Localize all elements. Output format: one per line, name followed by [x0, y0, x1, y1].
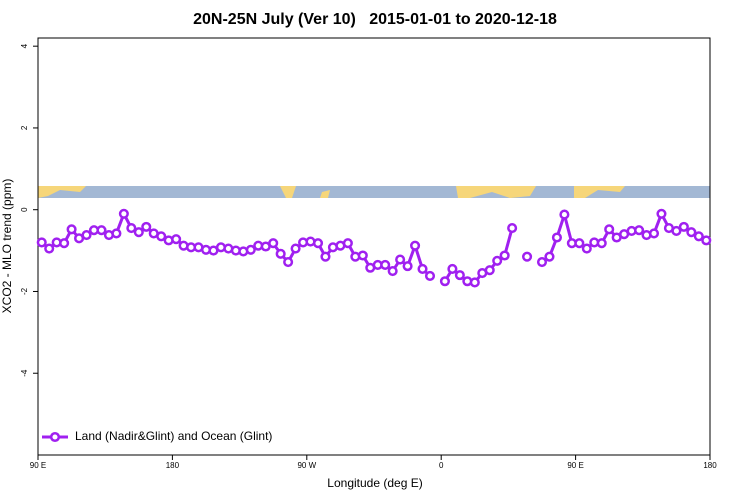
- data-point: [59, 238, 70, 249]
- y-axis-label: XCO2 - MLO trend (ppm): [0, 179, 14, 314]
- legend-marker: [49, 431, 61, 443]
- x-tick-label: 180: [703, 461, 717, 470]
- x-tick-label: 0: [439, 461, 444, 470]
- data-point: [454, 270, 465, 281]
- data-point: [499, 250, 510, 261]
- data-point: [283, 256, 294, 268]
- data-point: [410, 240, 421, 251]
- data-point: [686, 227, 697, 238]
- data-point: [118, 208, 129, 219]
- data-point: [439, 276, 450, 287]
- data-point: [320, 251, 331, 262]
- data-point: [380, 259, 391, 270]
- data-point: [290, 243, 301, 254]
- data-point: [387, 265, 398, 277]
- data-point: [44, 243, 55, 254]
- data-point: [156, 231, 167, 242]
- data-point: [126, 223, 137, 234]
- data-point: [357, 250, 368, 261]
- y-tick-label: -4: [20, 369, 29, 377]
- data-point: [581, 243, 592, 254]
- data-point: [656, 208, 667, 219]
- y-tick-label: 0: [20, 207, 29, 212]
- data-point: [671, 225, 682, 237]
- data-point: [402, 261, 413, 272]
- data-point: [424, 270, 436, 281]
- data-point: [596, 238, 607, 249]
- x-tick-label: 90 E: [30, 461, 46, 470]
- data-point: [469, 277, 480, 288]
- data-point: [395, 254, 406, 265]
- x-tick-label: 90 W: [297, 461, 316, 470]
- data-point: [447, 263, 458, 275]
- data-point: [171, 234, 182, 245]
- data-point: [312, 238, 324, 249]
- data-point: [81, 230, 92, 241]
- data-point: [111, 228, 122, 239]
- data-point: [574, 238, 585, 249]
- data-point: [536, 256, 548, 268]
- data-point: [634, 225, 645, 236]
- chart-title: 20N-25N July (Ver 10) 2015-01-01 to 2020…: [193, 11, 557, 28]
- legend-label: Land (Nadir&Glint) and Ocean (Glint): [75, 429, 272, 443]
- data-point: [604, 224, 615, 235]
- data-point: [701, 235, 712, 246]
- x-axis-label: Longitude (deg E): [327, 476, 422, 490]
- data-point: [522, 251, 533, 262]
- data-point: [342, 238, 353, 249]
- data-point: [141, 221, 152, 232]
- map-strip: [38, 186, 710, 198]
- x-tick-label: 180: [166, 461, 180, 470]
- data-point: [245, 244, 256, 255]
- data-point: [648, 228, 660, 239]
- data-point: [96, 225, 107, 236]
- data-point: [693, 231, 704, 242]
- data-point: [133, 227, 144, 238]
- y-tick-label: 4: [20, 43, 29, 48]
- data-point: [559, 209, 570, 220]
- data-point: [36, 237, 47, 248]
- data-point: [275, 248, 286, 259]
- plot-frame: [37, 37, 711, 456]
- data-point: [484, 265, 495, 276]
- data-point: [268, 238, 279, 249]
- y-tick-label: 2: [20, 125, 29, 130]
- x-tick-label: 90 E: [567, 461, 583, 470]
- data-point: [417, 263, 428, 275]
- data-point: [551, 232, 562, 243]
- series-line: [40, 209, 707, 285]
- y-tick-label: -2: [20, 287, 29, 295]
- data-point: [66, 224, 77, 235]
- data-point: [544, 251, 555, 262]
- data-point: [678, 221, 689, 232]
- data-point: [492, 255, 503, 266]
- data-point: [507, 223, 518, 234]
